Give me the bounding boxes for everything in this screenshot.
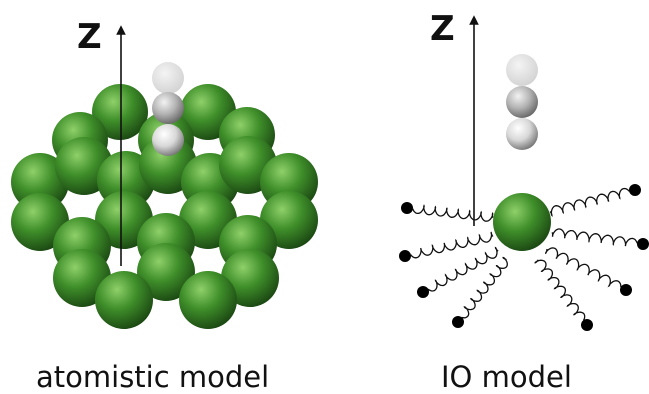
atom: [95, 271, 153, 329]
atom: [92, 84, 148, 140]
left-z-axis: Z: [77, 17, 126, 266]
probe-atom-faded: [152, 62, 184, 94]
spring-endpoint: [637, 238, 649, 250]
io-model-caption: IO model: [441, 360, 572, 394]
atom: [137, 243, 195, 301]
atom: [11, 193, 69, 251]
spring-bonds: [399, 184, 649, 331]
probe-atom-front: [152, 124, 184, 156]
right-z-axis: Z: [430, 9, 479, 226]
spring-endpoint: [417, 286, 429, 298]
probe-atom-mid: [152, 92, 184, 124]
atomistic-cluster: [11, 84, 318, 329]
spring-endpoint: [452, 316, 464, 328]
atom: [179, 271, 237, 329]
z-axis-label: Z: [77, 17, 102, 57]
z-axis-label: Z: [430, 9, 455, 49]
spring: [545, 247, 622, 288]
spring: [551, 228, 638, 247]
atomistic-model-caption: atomistic model: [36, 360, 270, 394]
spring: [461, 256, 508, 319]
spring: [534, 259, 586, 321]
probe-atom-faded: [506, 54, 538, 86]
probe-atom-mid: [506, 86, 538, 118]
probe-atom-front: [506, 118, 538, 150]
left-probe-molecule: [152, 62, 184, 156]
spring-endpoint: [620, 284, 632, 296]
spring-endpoint: [581, 319, 593, 331]
spring-endpoint: [399, 250, 411, 262]
spring: [412, 204, 494, 222]
spring-endpoint: [401, 202, 413, 214]
atom: [11, 153, 69, 211]
spring: [427, 246, 499, 292]
spring-endpoint: [629, 184, 641, 196]
right-probe-molecule: [506, 54, 538, 150]
central-atom: [493, 193, 551, 251]
spring: [410, 231, 494, 259]
spring: [549, 187, 630, 217]
